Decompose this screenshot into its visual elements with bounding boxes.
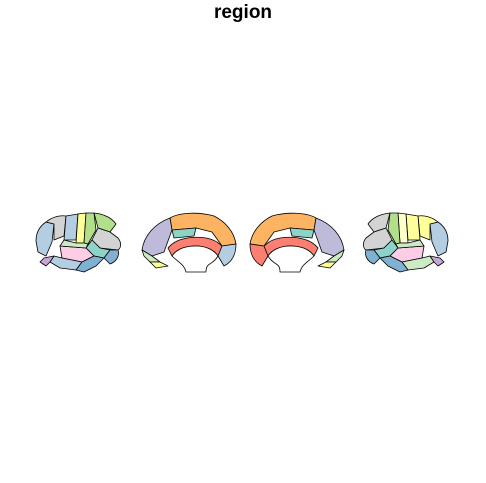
region-superior-frontal [93, 212, 117, 233]
region-bankssts [39, 255, 55, 267]
left-medial-view [141, 212, 237, 273]
region-lateral-orbitofrontal [365, 249, 381, 265]
region-rostral-middle-frontal [362, 227, 393, 251]
region-supramarginal [63, 213, 79, 241]
region-bankssts [429, 255, 445, 267]
region-lingual [149, 261, 169, 269]
region-superior-frontal [367, 212, 391, 233]
figure-title: region [213, 2, 273, 23]
region-lateral-occipital [35, 221, 55, 257]
region-lateral-occipital [429, 221, 449, 257]
region-medial-orbitofrontal [217, 243, 237, 267]
region-insula [59, 239, 89, 249]
region-precuneus [313, 217, 345, 257]
region-lateral-orbitofrontal [103, 249, 119, 265]
region-lingual [317, 261, 337, 269]
region-rostral-middle-frontal [91, 227, 122, 251]
region-medial-orbitofrontal [249, 243, 269, 267]
right-medial-view [249, 212, 345, 273]
region-supramarginal [405, 213, 421, 241]
region-corpus-callosum-hole [171, 245, 219, 273]
region-precentral [387, 212, 401, 245]
region-inferior-parietal [417, 215, 439, 241]
region-precuneus [141, 217, 173, 257]
region-insula [395, 239, 425, 249]
region-corpus-callosum-hole [267, 245, 315, 273]
left-lateral-view [35, 212, 122, 273]
region-inferior-temporal [379, 255, 409, 273]
region-paracentral [171, 227, 197, 239]
region-inferior-parietal [45, 215, 67, 241]
region-precentral [83, 212, 97, 245]
region-inferior-temporal [75, 255, 105, 273]
region-paracentral [289, 227, 315, 239]
right-lateral-view [362, 212, 449, 273]
